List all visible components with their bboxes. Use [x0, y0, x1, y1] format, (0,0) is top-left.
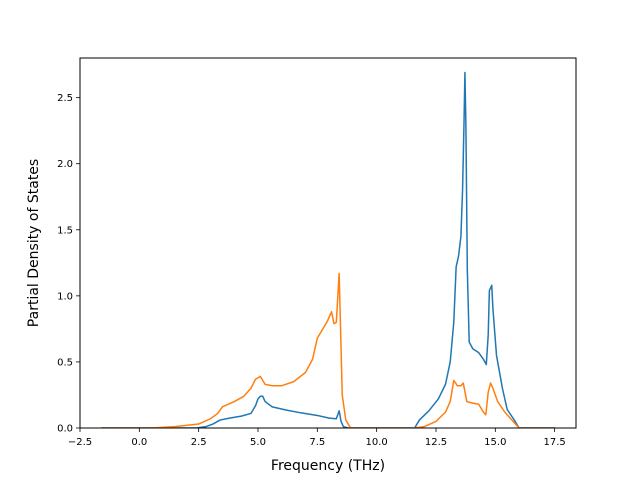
y-tick-label: 1.5	[57, 225, 73, 236]
x-tick-label: 10.0	[366, 437, 388, 448]
plot-frame	[79, 57, 577, 429]
x-tick-label: −2.5	[68, 437, 92, 448]
y-tick-label: 1.0	[57, 291, 73, 302]
x-axis-ticks: −2.5 0.0 2.5 5.0 7.5 10.0 12.5 15.0 17.5	[68, 428, 566, 448]
y-axis-ticks: 0.0 0.5 1.0 1.5 2.0 2.5	[57, 93, 80, 435]
series-line-2	[101, 272, 555, 428]
x-tick-label: 0.0	[131, 437, 147, 448]
y-tick-label: 2.5	[57, 93, 73, 104]
y-axis-label: Partial Density of States	[26, 159, 42, 327]
x-tick-label: 2.5	[191, 437, 207, 448]
x-tick-label: 17.5	[544, 437, 566, 448]
x-tick-label: 12.5	[425, 437, 447, 448]
x-tick-label: 15.0	[484, 437, 506, 448]
x-tick-label: 7.5	[309, 437, 325, 448]
y-tick-label: 0.5	[57, 357, 73, 368]
series-line-1	[101, 71, 555, 428]
y-tick-label: 0.0	[57, 424, 73, 435]
series-layer	[101, 71, 555, 428]
x-axis-label: Frequency (THz)	[271, 458, 385, 474]
x-tick-label: 5.0	[250, 437, 266, 448]
y-tick-label: 2.0	[57, 159, 73, 170]
